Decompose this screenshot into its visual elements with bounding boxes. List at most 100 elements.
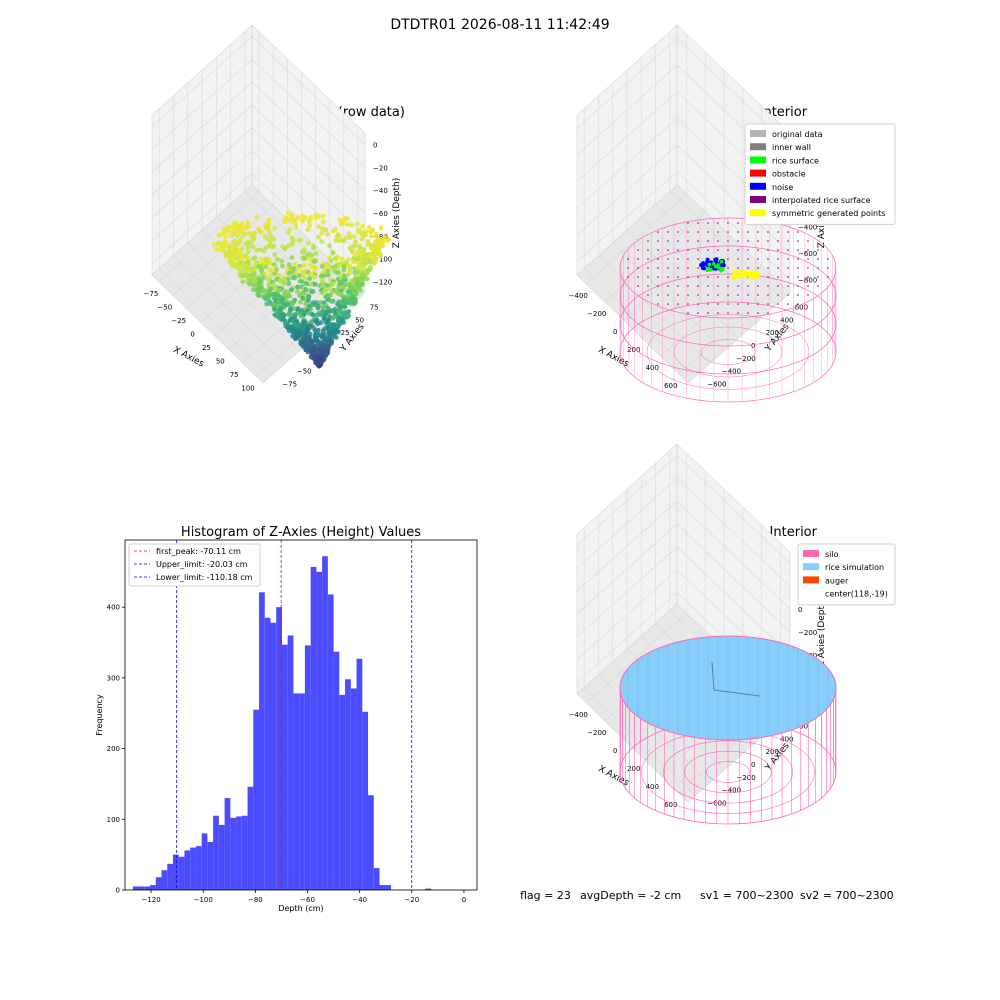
scatter-point — [358, 288, 364, 293]
histogram-bar — [236, 816, 242, 890]
interpolated-point — [667, 231, 669, 233]
scatter-point — [344, 314, 350, 320]
scatter-point — [257, 247, 263, 253]
interpolated-point — [677, 240, 679, 242]
z-grid-line — [576, 478, 678, 569]
histogram-bar — [316, 571, 323, 890]
interpolated-point — [637, 276, 639, 278]
silo-ring — [619, 217, 837, 319]
scatter-point — [307, 276, 312, 281]
interpolated-point — [827, 267, 829, 269]
scatter-point — [279, 258, 285, 264]
scatter-point — [333, 238, 339, 243]
interpolated-point — [737, 303, 739, 305]
scatter-point — [243, 241, 249, 247]
interpolated-point — [707, 222, 709, 224]
histogram-bar — [362, 711, 369, 890]
scatter-point — [267, 238, 273, 244]
scatter-point — [301, 262, 307, 268]
interpolated-point — [817, 258, 819, 260]
figure-title: DTDTR01 2026-08-11 11:42:49 — [390, 17, 610, 33]
interpolated-point — [717, 231, 719, 233]
scatter-point — [259, 256, 264, 262]
y-tick-label: 600 — [795, 303, 808, 311]
scatter-point — [329, 299, 335, 304]
interpolated-point — [687, 249, 689, 251]
z-tick-label: −400 — [798, 223, 817, 231]
x-tick-label: 0 — [190, 330, 194, 338]
interpolated-point — [677, 294, 679, 296]
interpolated-point — [797, 231, 799, 233]
y-grid-line — [187, 242, 300, 352]
legend-frame — [128, 543, 261, 587]
y-tick-label: −600 — [707, 381, 726, 389]
scatter-point — [342, 216, 348, 222]
x-tick-label: −400 — [569, 292, 588, 300]
scatter-point — [319, 264, 325, 269]
scatter-point — [333, 257, 339, 263]
symmetric-point — [742, 274, 746, 278]
histogram-bar — [138, 886, 145, 890]
interpolated-point — [687, 240, 689, 242]
scatter-point — [349, 222, 354, 228]
interpolated-point — [757, 231, 759, 233]
scatter-point — [285, 276, 291, 282]
histogram-bar — [339, 694, 346, 890]
histogram-bar — [241, 815, 248, 890]
x-tick-label: 400 — [646, 783, 659, 791]
legend-swatch — [750, 182, 766, 190]
interpolated-point — [727, 240, 729, 242]
plot-3d-simulation: 3D simulation of Silo Interior−400−20002… — [569, 443, 896, 825]
z-grid-line — [676, 523, 791, 633]
interpolated-point — [747, 258, 749, 260]
scatter-point — [244, 225, 249, 231]
x-axis-label: X Axies — [596, 345, 630, 370]
histogram-bar — [213, 815, 219, 890]
interpolated-point — [767, 240, 769, 242]
scatter-point — [312, 328, 318, 334]
symmetric-point — [747, 275, 751, 279]
scatter-point — [302, 275, 307, 281]
scatter-point — [339, 256, 345, 262]
z-grid-line — [576, 523, 678, 615]
scatter-point — [305, 227, 311, 233]
z-grid-line — [151, 36, 253, 127]
scatter-point — [298, 313, 304, 319]
x-tick-label: 100 — [241, 384, 254, 392]
z-grid-line — [576, 592, 678, 683]
histogram-bar — [190, 847, 196, 890]
scatter-point — [289, 213, 295, 219]
histogram-bar — [150, 885, 156, 890]
interpolated-point — [687, 258, 689, 260]
scatter-point — [254, 214, 259, 220]
scatter-point — [346, 231, 352, 237]
scatter-point — [315, 305, 321, 311]
scatter-point — [336, 238, 342, 243]
scatter-point — [326, 264, 332, 270]
x-tick-label: −20 — [404, 896, 419, 904]
silo-ring — [619, 301, 837, 403]
interpolated-point — [677, 258, 679, 260]
auger-shaft — [711, 661, 715, 691]
symmetric-point — [744, 272, 748, 276]
y-tick-label: 400 — [107, 604, 120, 612]
x-tick-label: −120 — [141, 896, 160, 904]
scatter-point — [311, 245, 317, 251]
scatter-point — [368, 233, 374, 239]
interpolated-point — [727, 231, 729, 233]
scatter-point — [378, 253, 383, 258]
z-grid-line — [576, 91, 678, 182]
scatter-point — [305, 240, 311, 246]
scatter-point — [271, 282, 277, 288]
scatter-point — [351, 301, 356, 307]
interpolated-point — [757, 285, 759, 287]
scatter-point — [261, 248, 267, 254]
histogram-bar — [178, 856, 185, 890]
y-tick-label: 400 — [780, 735, 793, 743]
scatter-point — [272, 286, 278, 292]
legend-frame — [797, 543, 896, 606]
scatter-point — [246, 249, 251, 255]
scatter-point — [286, 230, 291, 236]
rice-surface-point — [709, 267, 713, 272]
interpolated-point — [777, 258, 779, 260]
